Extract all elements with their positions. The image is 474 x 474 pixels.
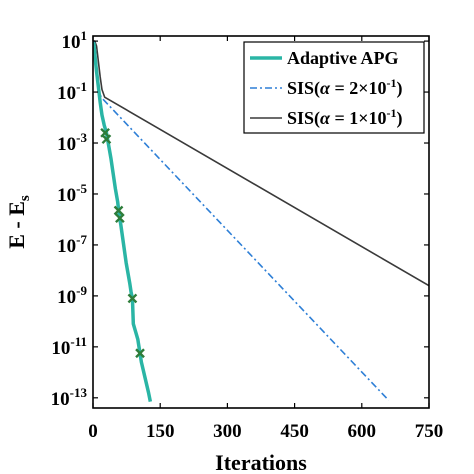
y-tick-base: 10 <box>51 338 70 359</box>
x-tick-label: 600 <box>348 421 377 442</box>
y-tick-base: 10 <box>57 83 76 104</box>
legend-label-sis-2-sup: -1 <box>387 76 397 90</box>
y-axis-title-main: E - E <box>4 201 29 249</box>
legend-label-sis-2-close: ) <box>397 78 403 99</box>
legend-label-sis-1-eq: = 1×10 <box>330 108 387 128</box>
y-tick-label: 10-9 <box>57 283 87 308</box>
y-tick-label: 10-7 <box>57 232 87 257</box>
y-tick-exponent: -3 <box>76 130 87 145</box>
y-tick-exponent: -1 <box>76 79 87 94</box>
x-tick-label: 300 <box>213 421 242 442</box>
y-axis-title-sub: s <box>17 195 33 201</box>
y-tick-label: 10-13 <box>51 385 88 410</box>
y-tick-exponent: -9 <box>76 283 87 298</box>
marker-x-stroke <box>115 213 125 224</box>
marker-x <box>135 348 145 359</box>
y-tick-label: 10-3 <box>57 130 87 155</box>
marker-x <box>115 213 125 224</box>
x-tick-label: 0 <box>88 421 98 442</box>
marker-layer <box>100 127 145 359</box>
y-tick-base: 10 <box>57 287 76 308</box>
marker-x-stroke <box>135 348 145 359</box>
marker-x <box>127 293 138 304</box>
legend-label-sis-2-alpha: α <box>320 78 331 98</box>
series-line-sis-alpha-1 <box>93 40 429 287</box>
legend-label-sis-1-base: SIS( <box>287 108 320 129</box>
y-tick-exponent: -7 <box>76 232 87 247</box>
marker-x-stroke <box>113 205 124 216</box>
y-tick-base: 10 <box>51 389 70 410</box>
y-tick-label: 101 <box>62 28 88 53</box>
legend-label-sis-2-base: SIS( <box>287 78 320 99</box>
x-ticks: 0 150 300 450 600 750 <box>88 36 443 442</box>
legend-label-sis-2-eq: = 2×10 <box>330 78 387 98</box>
legend: Adaptive APG SIS(α = 2×10-1) SIS(α = 1×1… <box>243 41 425 134</box>
marker-x-stroke <box>127 293 138 304</box>
legend-label-sis-1-close: ) <box>397 108 403 129</box>
y-tick-exponent: -5 <box>76 181 87 196</box>
marker-x-stroke <box>101 134 112 145</box>
legend-label-sis-1-sup: -1 <box>387 106 397 120</box>
x-tick-label: 450 <box>280 421 309 442</box>
y-tick-base: 10 <box>57 185 76 206</box>
legend-label-adaptive-apg: Adaptive APG <box>287 48 399 68</box>
series-line-adaptive-apg <box>93 41 153 402</box>
y-tick-exponent: -11 <box>70 334 87 349</box>
marker-x <box>113 205 124 216</box>
y-tick-label: 10-11 <box>51 334 87 359</box>
y-tick-base: 10 <box>62 32 81 53</box>
legend-label-sis-alpha-2: SIS(α = 2×10-1) <box>287 76 403 99</box>
legend-label-sis-1-alpha: α <box>320 108 331 128</box>
y-tick-exponent: 1 <box>81 28 88 43</box>
y-tick-label: 10-5 <box>57 181 87 206</box>
y-axis-title: E - Es <box>4 195 33 249</box>
y-tick-base: 10 <box>57 236 76 257</box>
y-tick-label: 10-1 <box>57 79 87 104</box>
plot-frame <box>92 35 430 409</box>
x-axis-title: Iterations <box>215 450 307 474</box>
svg-text:E - Es: E - Es <box>4 195 33 249</box>
legend-label-sis-alpha-1: SIS(α = 1×10-1) <box>287 106 403 129</box>
x-tick-label: 150 <box>146 421 175 442</box>
y-tick-exponent: -13 <box>70 385 88 400</box>
marker-x <box>101 134 112 145</box>
y-tick-base: 10 <box>57 134 76 155</box>
series-layer <box>93 40 429 402</box>
x-tick-label: 750 <box>415 421 444 442</box>
